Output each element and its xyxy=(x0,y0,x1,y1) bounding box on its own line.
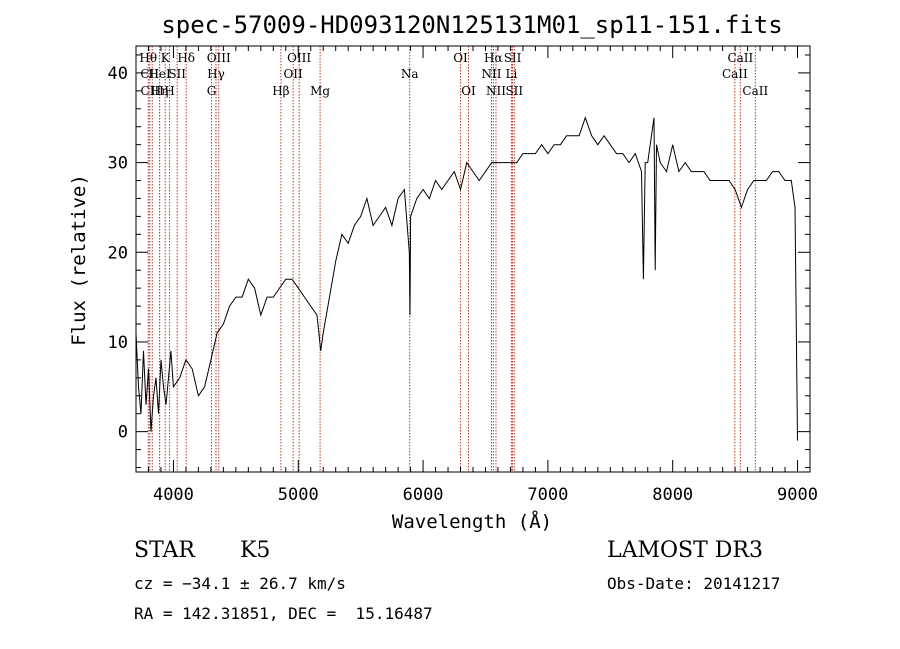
y-tick-label: 40 xyxy=(108,64,128,84)
y-tick-label: 20 xyxy=(108,243,128,263)
line-label: Hγ xyxy=(207,67,225,81)
y-tick-label: 10 xyxy=(108,333,128,353)
line-label: SII xyxy=(505,84,523,98)
coordinates: RA = 142.31851, DEC = 15.16487 xyxy=(134,604,433,623)
x-tick-label: 7000 xyxy=(527,485,568,505)
line-label: K xyxy=(161,51,171,65)
line-label: OI xyxy=(453,51,468,65)
line-label: Mg xyxy=(310,84,330,98)
x-tick-label: 8000 xyxy=(652,485,693,505)
spectrum-line xyxy=(135,116,798,441)
line-label: Hα xyxy=(484,51,503,65)
y-axis-label: Flux (relative) xyxy=(68,174,90,346)
line-label: CaII xyxy=(722,67,748,81)
line-label: Hη xyxy=(151,84,169,98)
line-label: OII xyxy=(283,67,303,81)
line-label: OIII xyxy=(207,51,231,65)
redshift-text: cz = −34.1 ± 26.7 km/s xyxy=(134,574,346,593)
line-label: HeI xyxy=(148,67,171,81)
line-label: CaII xyxy=(727,51,753,65)
survey-name: LAMOST DR3 xyxy=(607,538,763,563)
line-label: NII xyxy=(481,67,501,81)
line-markers xyxy=(147,46,756,472)
line-label: Hβ xyxy=(272,84,289,98)
x-tick-label: 6000 xyxy=(403,485,444,505)
x-axis: 4000 5000 6000 7000 8000 9000 xyxy=(135,46,818,505)
line-label: SII xyxy=(168,67,186,81)
obs-date: Obs-Date: 20141217 xyxy=(607,574,781,593)
x-tick-label: 4000 xyxy=(153,485,194,505)
line-label: Hθ xyxy=(139,51,157,65)
chart-title: spec-57009-HD093120N125131M01_sp11-151.f… xyxy=(161,11,782,39)
line-label: CII xyxy=(140,67,159,81)
line-label: OIII xyxy=(287,51,311,65)
line-label: H xyxy=(164,84,174,98)
plot-frame xyxy=(135,45,811,473)
y-axis: 0 10 20 30 40 xyxy=(108,54,810,469)
object-subclass: K5 xyxy=(240,538,271,563)
line-label: NII xyxy=(486,84,506,98)
x-axis-label: Wavelength (Å) xyxy=(392,510,552,533)
y-tick-label: 30 xyxy=(108,154,128,174)
line-label: CaII xyxy=(742,84,768,98)
line-label: Na xyxy=(401,67,419,81)
x-tick-label: 5000 xyxy=(278,485,319,505)
line-label: G xyxy=(207,84,217,98)
y-tick-label: 0 xyxy=(118,423,128,443)
object-class: STAR xyxy=(134,538,195,563)
line-label: SII xyxy=(504,51,522,65)
line-label: OI xyxy=(461,84,476,98)
x-tick-label: 9000 xyxy=(777,485,818,505)
line-label: Li xyxy=(506,67,518,81)
line-label: Hδ xyxy=(177,51,195,65)
line-label: CIII xyxy=(141,84,165,98)
